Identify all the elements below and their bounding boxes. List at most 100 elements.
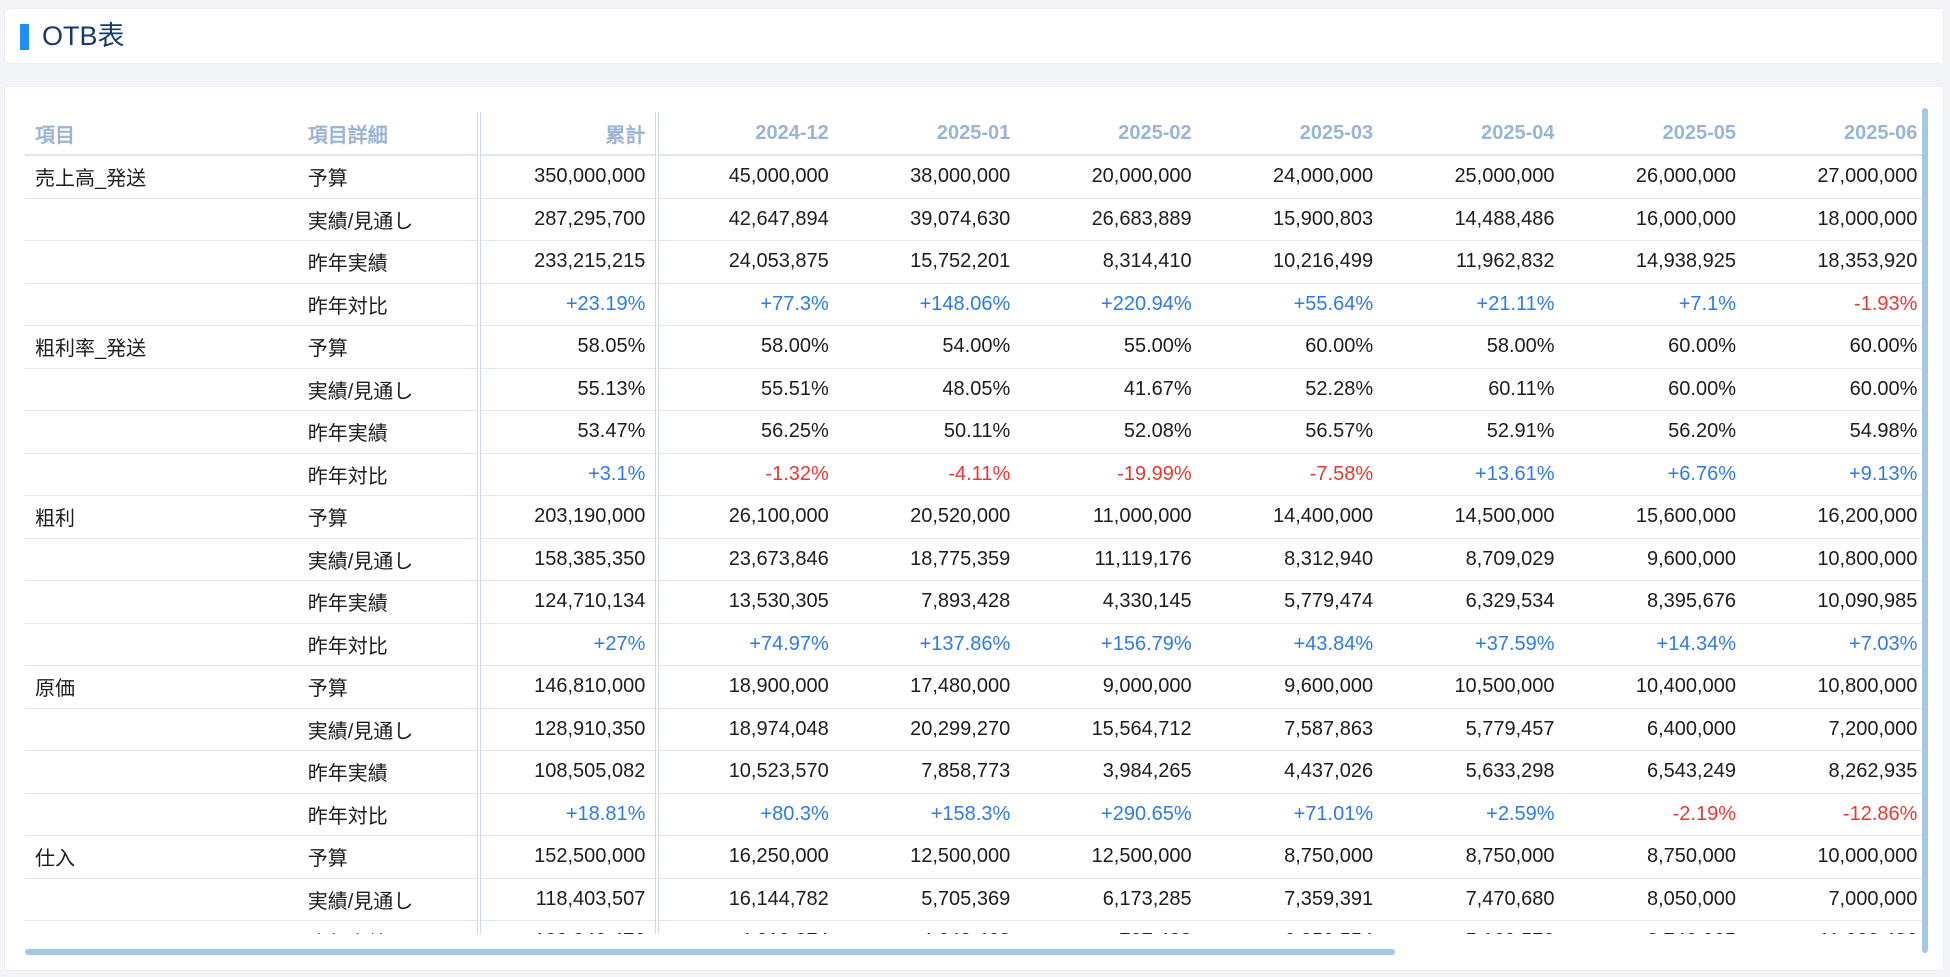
table-header-row: 項目 項目詳細 累計 2024-12 2025-01 2025-02 2025-… — [25, 112, 1923, 155]
cell-value: 11,666,486 — [1745, 920, 1923, 934]
cell-value: +37.59% — [1383, 622, 1565, 666]
cell-value: +80.3% — [655, 792, 839, 836]
cell-value: 60.00% — [1564, 367, 1746, 411]
cell-value: 16,250,000 — [655, 835, 839, 878]
cell-total: 350,000,000 — [477, 154, 658, 198]
cell-value: 8,750,000 — [1201, 835, 1384, 878]
cell-value: 27,000,000 — [1745, 154, 1923, 198]
cell-detail: 昨年実績 — [297, 240, 480, 283]
cell-value: +55.64% — [1201, 282, 1384, 326]
cell-item: 売上高_発送 — [25, 154, 298, 198]
cell-value: 8,050,000 — [1564, 877, 1746, 921]
cell-value: 18,775,359 — [838, 537, 1021, 581]
column-header-month[interactable]: 2025-05 — [1662, 121, 1736, 144]
table-row: 昨年実績 108,505,082 10,523,570 7,858,773 3,984,… — [25, 750, 1923, 793]
cell-total: 203,190,000 — [477, 495, 658, 538]
cell-total: 128,910,350 — [477, 707, 658, 751]
table-row: 原価 予算 146,810,000 18,900,000 17,480,000 9,000… — [25, 665, 1923, 708]
table-row: 昨年実績 53.47% 56.25% 50.11% 52.08% 56.57% 52.91%… — [25, 410, 1923, 453]
cell-item — [25, 622, 298, 666]
column-header-total[interactable]: 累計 — [477, 112, 658, 155]
cell-value: 11,119,176 — [1020, 537, 1202, 581]
cell-value: 18,974,048 — [655, 707, 839, 751]
cell-item — [25, 920, 298, 934]
cell-value: 10,800,000 — [1745, 665, 1923, 708]
cell-value: 52.91% — [1383, 410, 1565, 453]
vertical-scrollbar[interactable] — [1922, 108, 1928, 953]
otb-table-scroll-area[interactable]: 項目 項目詳細 累計 2024-12 2025-01 2025-02 2025-… — [25, 112, 1923, 934]
cell-value: 10,800,000 — [1745, 537, 1923, 581]
cell-detail: 昨年実績 — [297, 410, 480, 453]
table-row: 昨年実績 124,710,134 13,530,305 7,893,428 4,330,… — [25, 580, 1923, 623]
column-header-month[interactable]: 2025-02 — [1118, 121, 1192, 144]
cell-detail: 昨年実績 — [297, 580, 480, 623]
table-row: 昨年対比 +23.19% +77.3% +148.06% +220.94% +55.64%… — [25, 282, 1923, 326]
cell-value: 14,500,000 — [1383, 495, 1565, 538]
cell-value: 8,750,000 — [1564, 835, 1746, 878]
column-header-month[interactable]: 2025-01 — [936, 121, 1011, 144]
horizontal-scrollbar[interactable] — [25, 949, 1395, 955]
cell-total: 146,810,000 — [477, 665, 658, 708]
cell-total: 152,500,000 — [477, 835, 658, 878]
cell-value: 7,359,391 — [1201, 877, 1384, 921]
cell-value: 55.51% — [655, 367, 839, 411]
cell-value: 10,000,000 — [1745, 835, 1923, 878]
cell-value: +7.1% — [1564, 282, 1746, 326]
cell-value: 42,647,894 — [655, 197, 839, 241]
column-header-month[interactable]: 2025-04 — [1481, 121, 1555, 144]
cell-value: +9.13% — [1745, 452, 1923, 496]
cell-total: +23.19% — [477, 282, 658, 326]
cell-value: 9,000,000 — [1020, 665, 1202, 708]
cell-detail: 実績/見通し — [297, 707, 480, 751]
cell-value: 14,938,925 — [1564, 240, 1746, 283]
cell-total: +3.1% — [477, 452, 658, 496]
title-card: OTB表 — [4, 8, 1944, 64]
cell-value: 17,480,000 — [838, 665, 1021, 708]
cell-value: 18,353,920 — [1745, 240, 1923, 283]
cell-value: 4,643,468 — [838, 920, 1021, 934]
column-header-month[interactable]: 2024-12 — [655, 112, 839, 155]
cell-value: +7.03% — [1745, 622, 1923, 666]
cell-value: 12,500,000 — [838, 835, 1021, 878]
cell-value: 52.08% — [1020, 410, 1202, 453]
cell-item — [25, 410, 298, 453]
column-header-detail[interactable]: 項目詳細 — [307, 124, 388, 147]
cell-value: 25,000,000 — [1383, 154, 1565, 198]
cell-item — [25, 877, 298, 921]
cell-value: 8,262,935 — [1745, 750, 1923, 793]
cell-value: 8,750,000 — [1383, 835, 1565, 878]
column-header-month[interactable]: 2025-03 — [1299, 121, 1374, 144]
cell-value: 8,395,676 — [1564, 580, 1746, 623]
cell-value: 38,000,000 — [838, 154, 1021, 198]
title-accent-bar — [20, 24, 29, 50]
cell-value: 18,000,000 — [1745, 197, 1923, 241]
cell-item: 粗利率_発送 — [25, 325, 298, 368]
table-row: 昨年実績122,342,4764,219,2744,643,468727,483… — [25, 920, 1923, 934]
cell-value: 16,000,000 — [1564, 197, 1746, 241]
cell-value: 26,100,000 — [655, 495, 839, 538]
cell-value: 60.00% — [1745, 367, 1923, 411]
cell-item: 原価 — [25, 665, 298, 708]
cell-value: 56.25% — [655, 410, 839, 453]
cell-value: 20,520,000 — [838, 495, 1021, 538]
table-row: 実績/見通し 118,403,507 16,144,782 5,705,369 6,17… — [25, 877, 1923, 921]
cell-value: +220.94% — [1020, 282, 1202, 326]
cell-total: 122,342,476 — [477, 920, 658, 934]
table-row: 実績/見通し 55.13% 55.51% 48.05% 41.67% 52.28% 60.1… — [25, 367, 1923, 411]
table-row: 昨年対比 +18.81% +80.3% +158.3% +290.65% +71.01% +… — [25, 792, 1923, 836]
cell-value: 15,752,201 — [838, 240, 1021, 283]
cell-value: 6,400,000 — [1564, 707, 1746, 751]
cell-total: 55.13% — [477, 367, 658, 411]
column-header-item[interactable]: 項目 — [35, 124, 75, 147]
cell-value: 6,173,285 — [1020, 877, 1202, 921]
cell-item — [25, 537, 298, 581]
cell-value: 10,216,499 — [1201, 240, 1384, 283]
cell-value: 8,312,940 — [1201, 537, 1384, 581]
cell-value: 50.11% — [838, 410, 1021, 453]
cell-item — [25, 367, 298, 411]
cell-value: 727,483 — [1020, 920, 1202, 934]
cell-value: 58.00% — [1383, 325, 1565, 368]
cell-value: +158.3% — [838, 792, 1021, 836]
column-header-month[interactable]: 2025-06 — [1844, 121, 1918, 144]
table-row: 実績/見通し 158,385,350 23,673,846 18,775,359 11,… — [25, 537, 1923, 581]
